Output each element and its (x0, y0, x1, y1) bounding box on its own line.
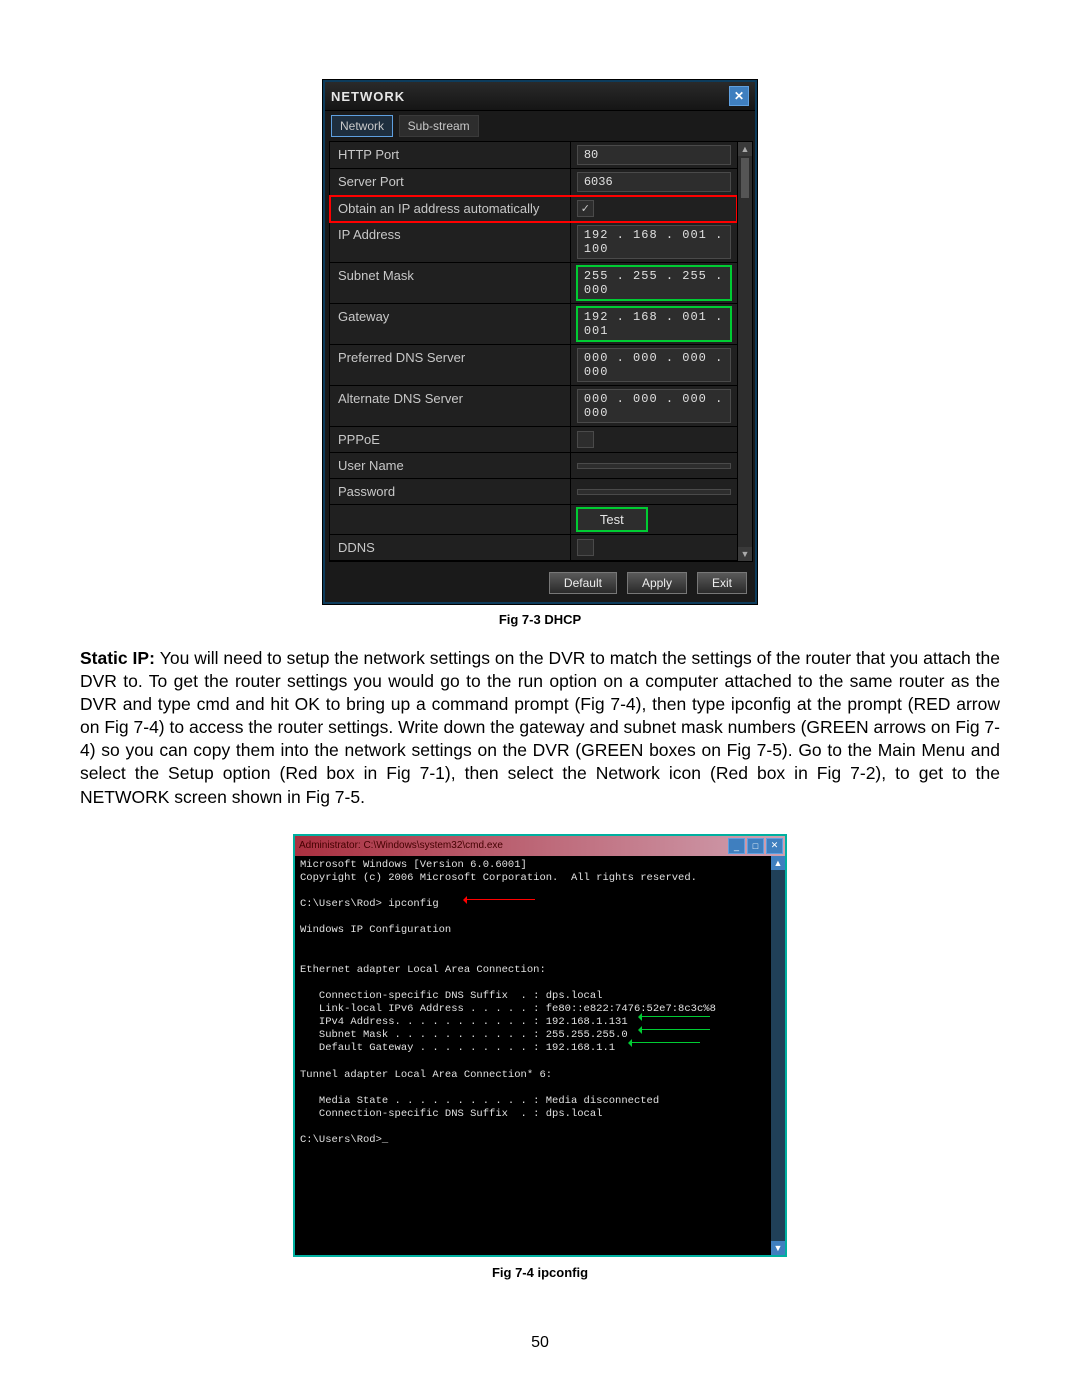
cmd-close-icon[interactable]: ✕ (766, 838, 783, 854)
input-ip[interactable]: 192 . 168 . 001 . 100 (577, 225, 731, 259)
input-username[interactable] (577, 463, 731, 469)
tab-substream[interactable]: Sub-stream (399, 115, 479, 137)
label-gateway: Gateway (330, 304, 571, 344)
green-arrow-icon (630, 1042, 700, 1044)
maximize-icon[interactable]: □ (747, 838, 764, 854)
cmd-scrollbar[interactable]: ▲ ▼ (771, 856, 785, 1256)
page-number: 50 (0, 1334, 1080, 1352)
green-arrow-icon (640, 1016, 710, 1018)
label-pdns: Preferred DNS Server (330, 345, 571, 385)
checkbox-dhcp[interactable]: ✓ (577, 200, 594, 217)
input-adns[interactable]: 000 . 000 . 000 . 000 (577, 389, 731, 423)
apply-button[interactable]: Apply (627, 572, 687, 594)
scroll-up-icon[interactable]: ▲ (738, 142, 752, 156)
scroll-thumb[interactable] (741, 158, 749, 198)
cmd-scroll-down-icon[interactable]: ▼ (771, 1241, 785, 1255)
checkbox-ddns[interactable] (577, 539, 594, 556)
green-arrow-icon (640, 1029, 710, 1031)
input-subnet[interactable]: 255 . 255 . 255 . 000 (577, 266, 731, 300)
label-server-port: Server Port (330, 169, 571, 195)
exit-button[interactable]: Exit (697, 572, 747, 594)
tab-network[interactable]: Network (331, 115, 393, 137)
static-ip-paragraph: Static IP: You will need to setup the ne… (80, 647, 1000, 809)
label-pppoe: PPPoE (330, 427, 571, 452)
input-gateway[interactable]: 192 . 168 . 001 . 001 (577, 307, 731, 341)
scroll-down-icon[interactable]: ▼ (738, 547, 752, 561)
cmd-window: Administrator: C:\Windows\system32\cmd.e… (293, 834, 787, 1258)
input-password[interactable] (577, 489, 731, 495)
label-ip: IP Address (330, 222, 571, 262)
cmd-scroll-up-icon[interactable]: ▲ (771, 856, 785, 870)
input-pdns[interactable]: 000 . 000 . 000 . 000 (577, 348, 731, 382)
input-http-port[interactable]: 80 (577, 145, 731, 165)
minimize-icon[interactable]: _ (728, 838, 745, 854)
network-dialog: NETWORK ✕ Network Sub-stream HTTP Port 8… (323, 80, 757, 604)
fig-7-3-caption: Fig 7-3 DHCP (80, 612, 1000, 627)
test-button[interactable]: Test (577, 508, 647, 531)
input-server-port[interactable]: 6036 (577, 172, 731, 192)
red-arrow-icon (465, 899, 535, 901)
cmd-titlebar-text: Administrator: C:\Windows\system32\cmd.e… (299, 840, 503, 851)
static-ip-lead: Static IP: (80, 648, 160, 668)
label-password: Password (330, 479, 571, 504)
label-http-port: HTTP Port (330, 142, 571, 168)
dialog-scrollbar[interactable]: ▲ ▼ (737, 142, 752, 561)
label-username: User Name (330, 453, 571, 478)
label-adns: Alternate DNS Server (330, 386, 571, 426)
label-dhcp: Obtain an IP address automatically (330, 196, 571, 221)
label-subnet: Subnet Mask (330, 263, 571, 303)
static-ip-text: You will need to setup the network setti… (80, 648, 1000, 807)
dialog-title: NETWORK (331, 89, 405, 104)
fig-7-4-caption: Fig 7-4 ipconfig (80, 1265, 1000, 1280)
cmd-output: Microsoft Windows [Version 6.0.6001] Cop… (295, 856, 771, 1256)
close-icon[interactable]: ✕ (729, 86, 749, 106)
label-ddns: DDNS (330, 535, 571, 560)
default-button[interactable]: Default (549, 572, 617, 594)
checkbox-pppoe[interactable] (577, 431, 594, 448)
